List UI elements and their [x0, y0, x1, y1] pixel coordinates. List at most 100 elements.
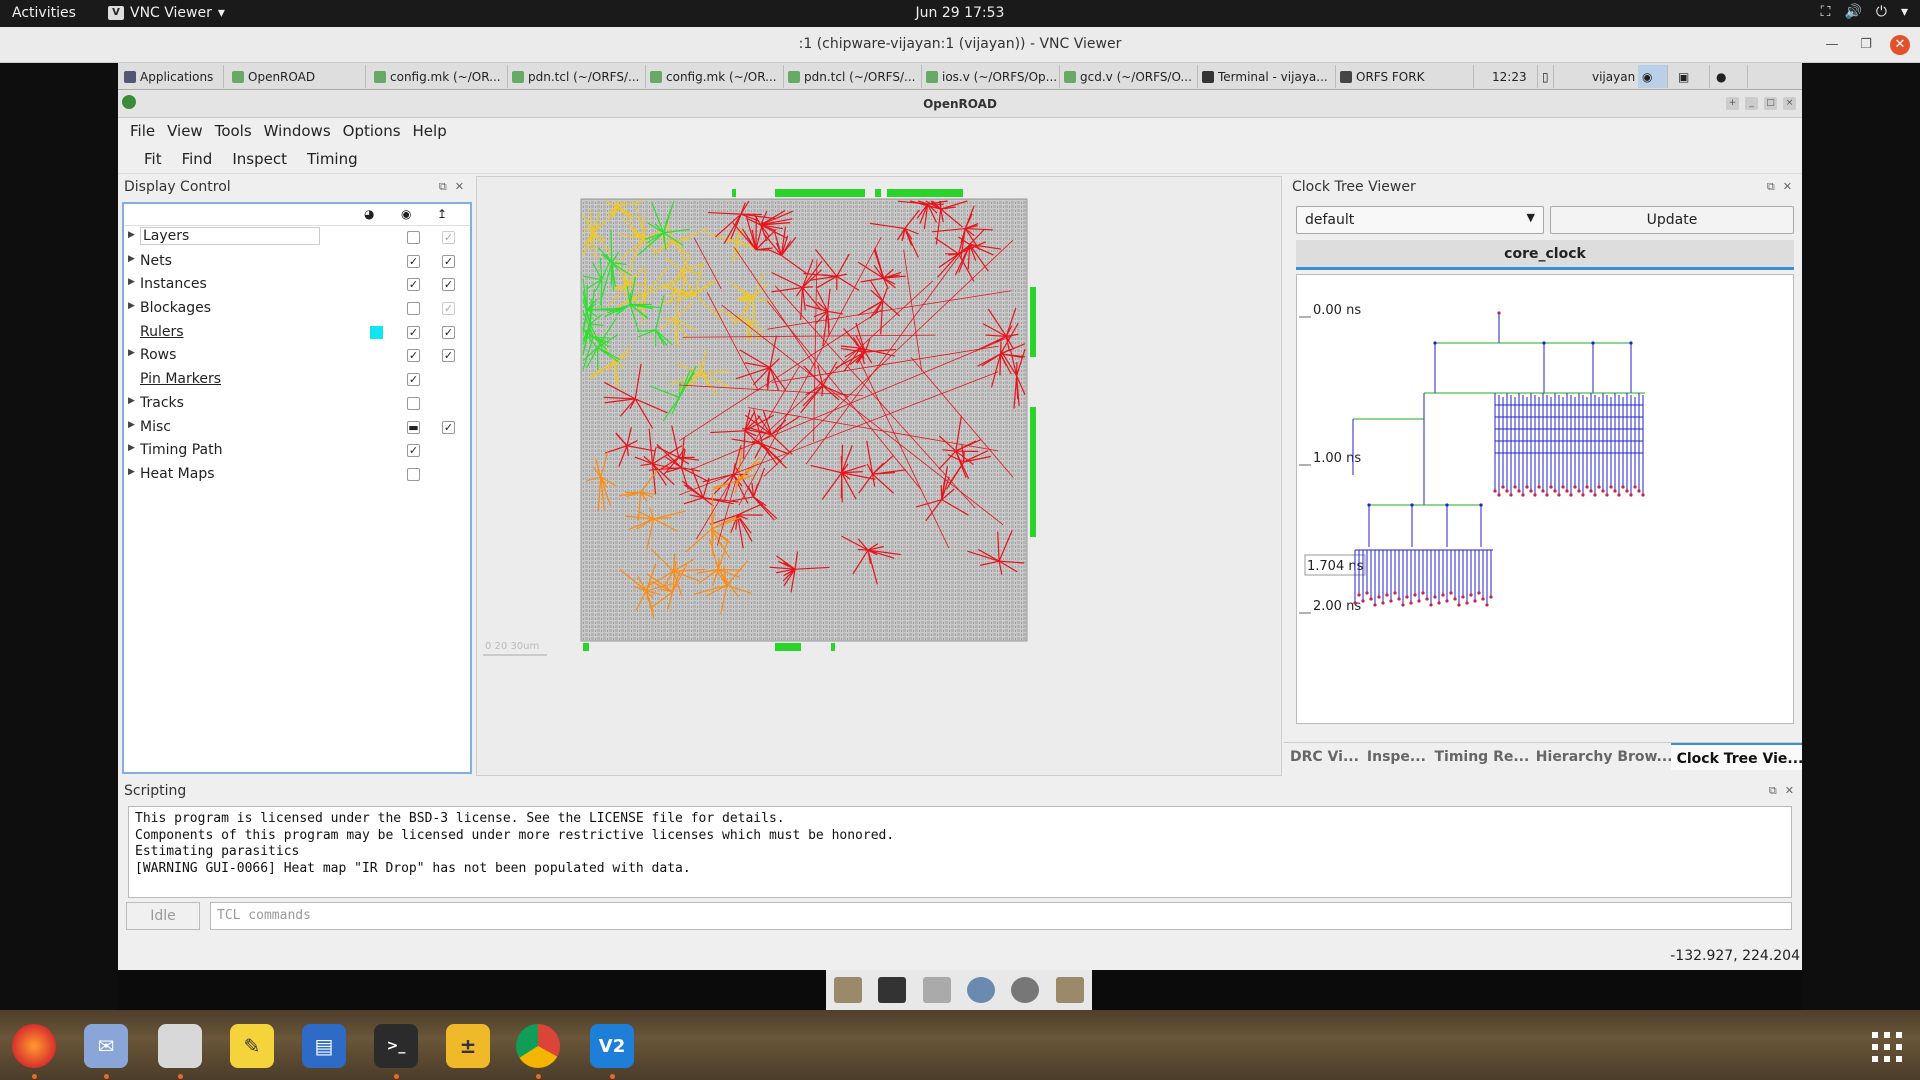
minimize-button[interactable]: —: [1825, 37, 1839, 52]
selectable-checkbox[interactable]: ✓: [442, 349, 455, 363]
expand-arrow-icon[interactable]: ▶: [128, 301, 135, 312]
corner-select[interactable]: default ▼: [1296, 206, 1544, 234]
visible-checkbox[interactable]: ✓: [407, 444, 420, 458]
fit-button[interactable]: Fit: [144, 150, 162, 168]
tree-row-timing-path[interactable]: ▶ Timing Path ✓: [128, 442, 420, 459]
clock-tree-canvas[interactable]: 0.00 ns 1.00 ns 1.704 ns 2.00 ns: [1296, 274, 1794, 724]
find-button[interactable]: Find: [181, 150, 213, 168]
selectable-checkbox[interactable]: ✓: [442, 254, 455, 268]
mail-icon[interactable]: ✉: [84, 1024, 128, 1068]
expand-arrow-icon[interactable]: ▶: [128, 466, 135, 477]
visible-checkbox[interactable]: [407, 467, 420, 481]
tree-row-instances[interactable]: ▶ Instances ✓ ✓: [128, 276, 455, 293]
float-icon[interactable]: ⧉: [438, 180, 447, 193]
taskbar-applications[interactable]: Applications: [120, 65, 224, 88]
visible-checkbox[interactable]: ✓: [407, 325, 420, 339]
maximize-button[interactable]: ❐: [1860, 37, 1872, 52]
minimize-button[interactable]: _: [1745, 97, 1758, 110]
taskbar-item[interactable]: ios.v (~/ORFS/Op...: [922, 65, 1060, 88]
layout-canvas[interactable]: 0 20 30um: [477, 177, 1283, 777]
menu-options[interactable]: Options: [342, 122, 401, 140]
clock-tree-svg[interactable]: 0.00 ns 1.00 ns 1.704 ns 2.00 ns: [1297, 275, 1795, 725]
taskbar-item[interactable]: gcd.v (~/ORFS/O...: [1060, 65, 1198, 88]
vnc-viewer-icon[interactable]: V2: [590, 1024, 634, 1068]
tcl-command-input[interactable]: [210, 902, 1792, 930]
menu-view[interactable]: View: [167, 122, 203, 140]
close-button[interactable]: ×: [1783, 97, 1796, 110]
network-icon[interactable]: ⛶: [1820, 4, 1831, 20]
chrome-icon[interactable]: [516, 1024, 560, 1068]
openroad-tray-icon[interactable]: ◉: [1638, 65, 1668, 88]
notes-icon[interactable]: ✎: [230, 1024, 274, 1068]
search-icon[interactable]: [1011, 977, 1040, 1003]
volume-icon[interactable]: 🔊: [1844, 4, 1862, 20]
selectable-checkbox[interactable]: ✓: [442, 278, 455, 292]
tree-row-blockages[interactable]: ▶ Blockages ✓: [128, 300, 455, 317]
maximize-button[interactable]: □: [1764, 97, 1777, 110]
rulers-color-swatch[interactable]: [370, 325, 383, 339]
menu-file[interactable]: File: [130, 122, 156, 140]
taskbar-item[interactable]: Terminal - vijaya...: [1198, 65, 1336, 88]
settings-icon[interactable]: [922, 977, 951, 1003]
close-icon[interactable]: ✕: [1784, 784, 1794, 797]
close-icon[interactable]: ✕: [1782, 180, 1792, 193]
tab-hierarchy-browser[interactable]: Hierarchy Brow...: [1535, 749, 1671, 765]
close-button[interactable]: ✕: [1890, 35, 1910, 55]
tree-row-heat-maps[interactable]: ▶ Heat Maps: [124, 463, 470, 487]
power-icon[interactable]: ⏻: [1875, 4, 1887, 20]
tab-drc-viewer[interactable]: DRC Vi...: [1290, 749, 1359, 765]
chevron-down-icon[interactable]: ▾: [1900, 4, 1908, 20]
taskbar-item[interactable]: config.mk (~/OR...: [370, 65, 508, 88]
activities-button[interactable]: Activities: [12, 5, 76, 21]
taskbar-clock[interactable]: 12:23: [1488, 65, 1538, 88]
writer-icon[interactable]: ▤: [302, 1024, 346, 1068]
visible-checkbox[interactable]: ▬: [407, 420, 420, 434]
selectable-checkbox[interactable]: ✓: [442, 325, 455, 339]
float-icon[interactable]: ⧉: [1766, 180, 1775, 193]
folder-icon[interactable]: [1055, 977, 1084, 1003]
close-icon[interactable]: ✕: [454, 180, 464, 193]
idle-button[interactable]: Idle: [126, 902, 200, 930]
firefox-tray-icon[interactable]: ●: [1712, 65, 1748, 88]
taskbar-item[interactable]: ORFS FORK: [1336, 65, 1474, 88]
tree-row-pin-markers[interactable]: Pin Markers ✓: [140, 371, 420, 388]
tab-inspector[interactable]: Inspe...: [1366, 749, 1426, 765]
show-apps-icon[interactable]: [1872, 1032, 1902, 1062]
expand-arrow-icon[interactable]: ▶: [128, 230, 135, 240]
battery-icon[interactable]: ▯: [1538, 65, 1554, 88]
tab-core-clock[interactable]: core_clock: [1296, 240, 1794, 270]
app-menu[interactable]: V VNC Viewer ▾: [108, 5, 225, 21]
tab-timing-report[interactable]: Timing Re...: [1434, 749, 1530, 765]
pin-icon[interactable]: +: [1726, 97, 1739, 110]
taskbar-item[interactable]: pdn.tcl (~/ORFS/...: [784, 65, 922, 88]
taskbar-item[interactable]: OpenROAD: [228, 65, 366, 88]
selectable-checkbox[interactable]: ✓: [442, 420, 455, 434]
expand-arrow-icon[interactable]: ▶: [128, 443, 135, 454]
tree-row-nets[interactable]: ▶ Nets ✓ ✓: [128, 252, 455, 269]
tree-row-tracks[interactable]: ▶ Tracks: [124, 392, 470, 416]
tree-row-misc[interactable]: ▶ Misc ▬ ✓: [128, 418, 455, 435]
expand-arrow-icon[interactable]: ▶: [128, 419, 135, 430]
layout-viewer[interactable]: 0 20 30um: [476, 176, 1282, 776]
visible-checkbox[interactable]: ✓: [407, 349, 420, 363]
menu-windows[interactable]: Windows: [263, 122, 331, 140]
visible-checkbox[interactable]: [407, 396, 420, 410]
files-icon[interactable]: [158, 1024, 202, 1068]
home-folder-icon[interactable]: [834, 977, 863, 1003]
visible-checkbox[interactable]: ✓: [407, 373, 420, 387]
tree-row-rulers[interactable]: Rulers ✓ ✓: [140, 323, 455, 340]
visible-checkbox[interactable]: [407, 302, 420, 316]
terminal-icon[interactable]: >_: [374, 1024, 418, 1068]
timing-button[interactable]: Timing: [306, 150, 358, 168]
tab-clock-tree-viewer[interactable]: Clock Tree Vie...: [1670, 743, 1803, 770]
terminal-icon[interactable]: [878, 977, 907, 1003]
menu-tools[interactable]: Tools: [214, 122, 252, 140]
visible-checkbox[interactable]: [407, 231, 420, 244]
visible-checkbox[interactable]: ✓: [407, 278, 420, 292]
clock[interactable]: Jun 29 17:53: [915, 5, 1005, 21]
firefox-icon[interactable]: [12, 1024, 56, 1068]
update-button[interactable]: Update: [1550, 206, 1794, 234]
menu-help[interactable]: Help: [412, 122, 447, 140]
script-output[interactable]: This program is licensed under the BSD-3…: [128, 806, 1792, 898]
visible-checkbox[interactable]: ✓: [407, 254, 420, 268]
